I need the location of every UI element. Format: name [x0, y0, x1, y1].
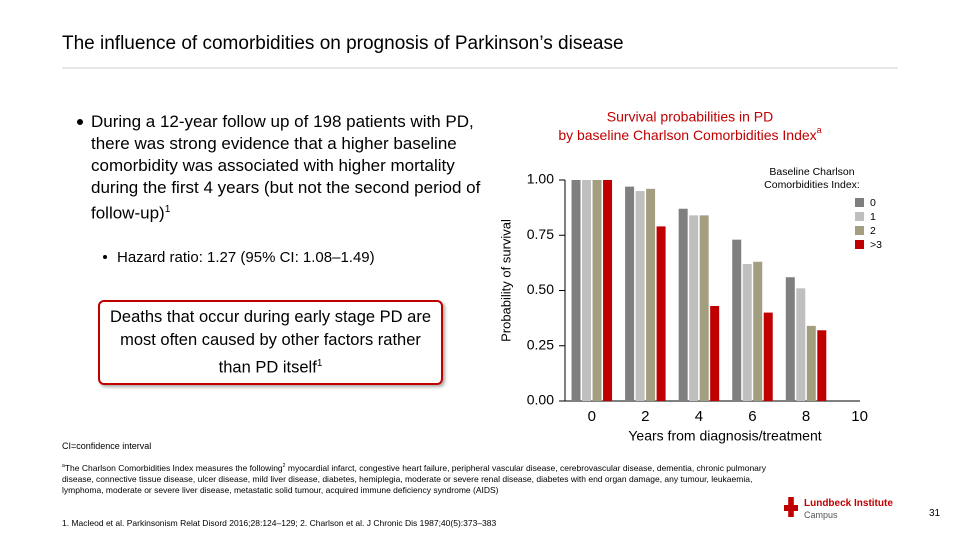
legend-label: 2 [870, 225, 876, 237]
bar [571, 180, 581, 401]
bar [592, 180, 602, 401]
y-tick-label: 0.00 [527, 392, 554, 408]
y-tick-label: 0.75 [527, 226, 554, 242]
legend-swatch [855, 240, 864, 249]
x-tick-label: 2 [641, 408, 649, 425]
x-tick-label: 6 [748, 408, 756, 425]
references: 1. Macleod et al. Parkinsonism Relat Dis… [62, 518, 497, 528]
y-axis-label: Probability of survival [498, 219, 513, 342]
footnote-text: myocardial infarct, congestive heart fai… [62, 462, 766, 495]
callout-box: Deaths that occur during early stage PD … [98, 300, 443, 385]
callout-text: Deaths that occur during early stage PD … [110, 307, 432, 377]
bar [785, 277, 795, 401]
bar [678, 208, 688, 401]
bar [625, 186, 635, 401]
x-tick-label: 4 [695, 408, 703, 425]
legend-title-text: Comorbidities Index: [764, 179, 860, 191]
bullet: During a 12-year follow up of 198 patien… [75, 111, 491, 225]
x-tick-label: 8 [802, 408, 810, 425]
bar [817, 330, 827, 401]
bar [603, 180, 613, 401]
y-tick-label: 0.50 [527, 281, 554, 297]
bullet-dot [77, 119, 83, 125]
slide-title: The influence of comorbidities on progno… [62, 33, 624, 54]
bar [689, 215, 699, 401]
bullet-text: During a 12-year follow up of 198 patien… [91, 112, 481, 223]
footnote-text: The Charlson Comorbidities Index measure… [64, 462, 283, 473]
page-number: 31 [929, 508, 941, 519]
x-axis-label: Years from diagnosis/treatment [628, 428, 821, 444]
footnote-ref: 2 [282, 463, 286, 469]
legend-label: 0 [870, 197, 876, 209]
legend-swatch [855, 226, 864, 235]
chart-title-ref: a [817, 125, 822, 135]
bullet-ref: 1 [164, 204, 171, 215]
bar [796, 288, 806, 401]
abbreviation: CI=confidence interval [62, 441, 152, 451]
legend-label: 1 [870, 211, 876, 223]
legend-title: Baseline Charlson Comorbidities Index: [764, 166, 860, 191]
chart-subtitle: by baseline Charlson Comorbidities Index… [558, 125, 821, 142]
chart-title: Survival probabilities in PD [607, 109, 774, 125]
bar [732, 239, 742, 401]
legend-swatch [855, 212, 864, 221]
bar [699, 215, 709, 401]
bar [753, 261, 763, 401]
x-tick-label: 10 [851, 408, 868, 425]
sub-bullet-text: Hazard ratio: 1.27 (95% CI: 1.08–1.49) [117, 249, 375, 266]
bar [806, 325, 816, 401]
footnote-marker: a [62, 463, 65, 469]
logo-sub: Campus [804, 510, 838, 520]
bullet-dot [103, 255, 107, 259]
logo-name: Lundbeck Institute [804, 498, 893, 509]
legend-label: >3 [870, 239, 882, 251]
footnote: aThe Charlson Comorbidities Index measur… [62, 461, 782, 496]
legend-swatch [855, 198, 864, 207]
y-tick-label: 0.25 [527, 336, 554, 352]
bar [635, 191, 645, 401]
bar [582, 180, 592, 401]
chart-subtitle-text: by baseline Charlson Comorbidities Index [558, 127, 816, 143]
bar [646, 188, 656, 401]
bar [763, 312, 773, 401]
sub-bullet: Hazard ratio: 1.27 (95% CI: 1.08–1.49) [103, 249, 375, 266]
legend-title-text: Baseline Charlson [769, 166, 854, 178]
bar [710, 305, 720, 401]
y-tick-label: 1.00 [527, 171, 554, 187]
callout: Deaths that occur during early stage PD … [100, 306, 441, 380]
bar [656, 226, 666, 401]
bar [742, 263, 752, 401]
callout-ref: 1 [316, 357, 323, 369]
x-tick-label: 0 [588, 408, 596, 425]
